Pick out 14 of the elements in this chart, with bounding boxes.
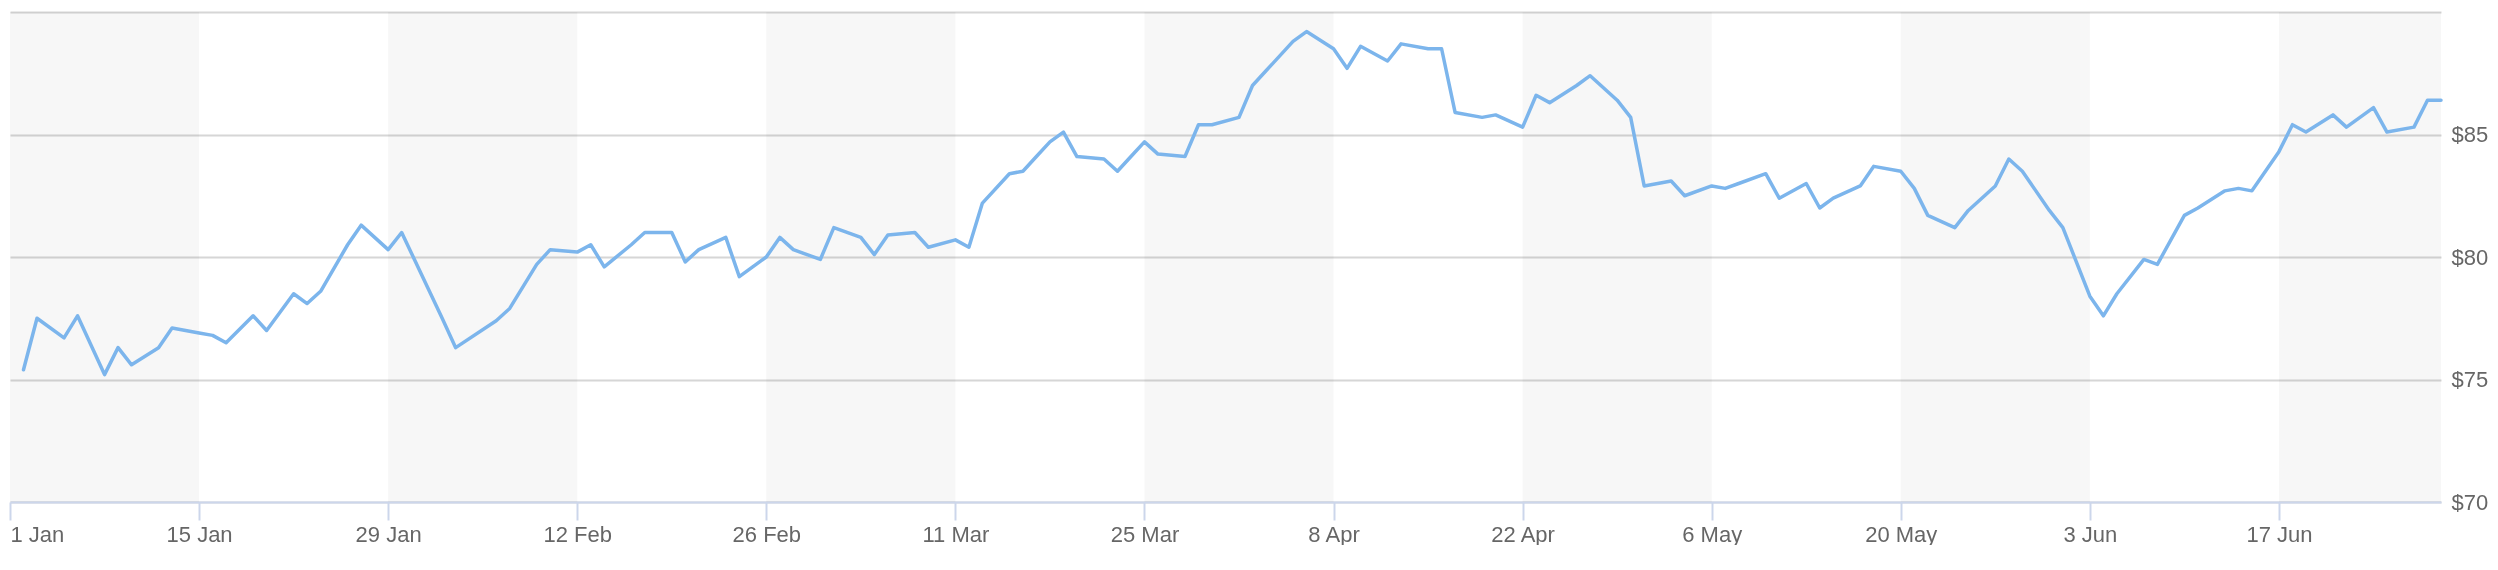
x-tick-label: 3 Jun [2063,521,2118,547]
y-tick-label: $70 [2451,489,2489,515]
x-tick-label: 12 Feb [543,521,612,547]
y-tick-label: $80 [2451,244,2489,270]
line-series [21,29,2443,377]
y-tick-label: $85 [2451,122,2489,147]
x-tick-label: 11 Mar [922,521,990,547]
x-tick-label: 17 Jun [2246,521,2313,547]
y-tick-label: $75 [2451,367,2489,392]
x-tick-label: 1 Jan [10,521,65,547]
x-tick-label: 29 Jan [355,521,422,547]
x-tick-label: 15 Jan [166,521,233,547]
x-tick-label: 26 Feb [732,521,802,547]
x-tick-label: 25 Mar [1110,521,1180,547]
